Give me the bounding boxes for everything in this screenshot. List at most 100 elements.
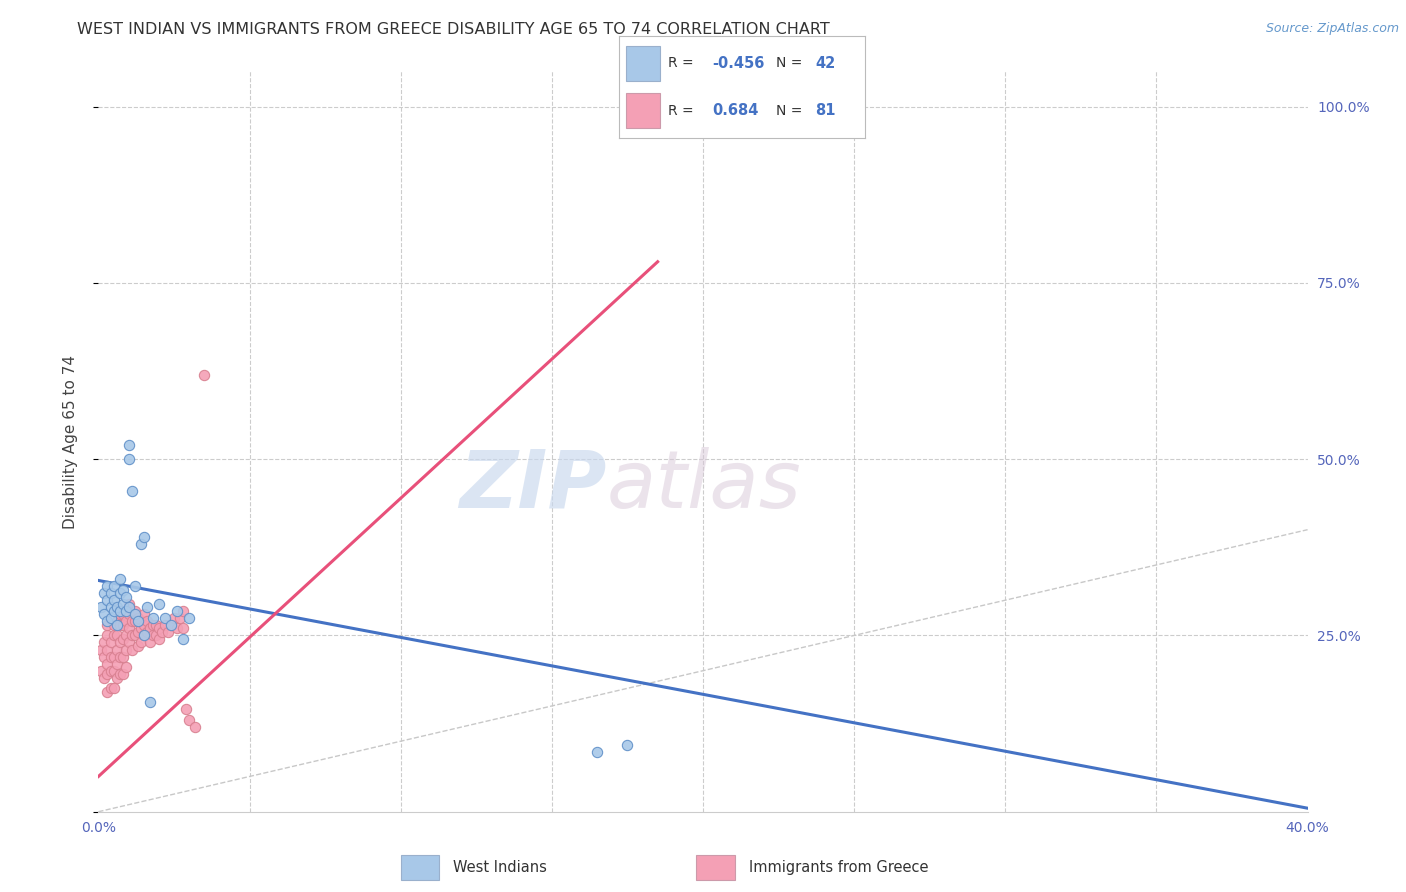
Point <box>127 615 149 629</box>
Point <box>103 593 125 607</box>
Point <box>179 611 201 625</box>
Text: atlas: atlas <box>606 447 801 525</box>
Point <box>132 628 155 642</box>
Point <box>108 667 131 681</box>
Point <box>132 618 155 632</box>
Point <box>111 582 134 597</box>
Point <box>118 621 141 635</box>
Point <box>111 607 134 622</box>
Point <box>96 657 118 671</box>
Point <box>105 618 128 632</box>
Point <box>105 642 128 657</box>
Point <box>172 632 194 646</box>
Point <box>90 664 112 678</box>
Point <box>135 615 157 629</box>
Point <box>118 600 141 615</box>
Text: ZIP: ZIP <box>458 447 606 525</box>
Point <box>100 586 122 600</box>
Point <box>108 572 131 586</box>
Point <box>114 604 136 618</box>
Point <box>153 618 176 632</box>
Point <box>100 635 122 649</box>
Point <box>139 695 162 709</box>
Bar <box>401 855 439 880</box>
Point <box>160 618 183 632</box>
Point <box>160 618 183 632</box>
Point <box>129 537 152 551</box>
Point <box>93 586 115 600</box>
Point <box>156 624 179 639</box>
Point <box>132 530 155 544</box>
Point <box>108 649 131 664</box>
Point <box>103 604 125 618</box>
Point <box>103 664 125 678</box>
Text: WEST INDIAN VS IMMIGRANTS FROM GREECE DISABILITY AGE 65 TO 74 CORRELATION CHART: WEST INDIAN VS IMMIGRANTS FROM GREECE DI… <box>77 22 830 37</box>
Point <box>96 628 118 642</box>
Point <box>103 618 125 632</box>
Point <box>96 618 118 632</box>
Point <box>114 590 136 604</box>
Point <box>135 624 157 639</box>
Point <box>111 667 134 681</box>
Point <box>616 738 638 752</box>
Bar <box>626 93 661 128</box>
Point <box>100 600 122 615</box>
Point <box>105 615 128 629</box>
Point <box>93 635 115 649</box>
Point <box>129 621 152 635</box>
Point <box>172 604 194 618</box>
Y-axis label: Disability Age 65 to 74: Disability Age 65 to 74 <box>63 354 77 529</box>
Text: 42: 42 <box>815 56 835 70</box>
Text: R =: R = <box>668 103 697 118</box>
Point <box>103 681 125 696</box>
Point <box>166 621 188 635</box>
Point <box>121 642 143 657</box>
Point <box>111 597 134 611</box>
Point <box>105 628 128 642</box>
Text: R =: R = <box>668 56 697 70</box>
Point <box>132 628 155 642</box>
Point <box>124 607 146 622</box>
Point <box>114 660 136 674</box>
Point <box>124 604 146 618</box>
Point <box>118 597 141 611</box>
Point <box>111 649 134 664</box>
Point <box>103 579 125 593</box>
Point <box>124 628 146 642</box>
Point <box>142 611 165 625</box>
Point <box>96 667 118 681</box>
Point <box>174 702 197 716</box>
Point <box>96 615 118 629</box>
Point <box>132 607 155 622</box>
Point <box>105 600 128 615</box>
Point <box>100 681 122 696</box>
Point <box>108 635 131 649</box>
Point <box>139 635 162 649</box>
Point <box>148 632 170 646</box>
Point <box>145 628 167 642</box>
Point <box>166 604 188 618</box>
Point <box>103 649 125 664</box>
Point <box>105 671 128 685</box>
Text: 81: 81 <box>815 103 837 118</box>
Point <box>96 593 118 607</box>
Point <box>193 368 215 382</box>
Point <box>105 657 128 671</box>
Point <box>129 635 152 649</box>
Point <box>103 628 125 642</box>
Text: Immigrants from Greece: Immigrants from Greece <box>748 860 928 875</box>
Point <box>93 649 115 664</box>
Point <box>184 720 207 734</box>
Point <box>169 611 191 625</box>
Point <box>90 642 112 657</box>
Point <box>96 685 118 699</box>
Point <box>135 600 157 615</box>
Point <box>124 579 146 593</box>
Point <box>121 483 143 498</box>
Point <box>127 611 149 625</box>
Point <box>139 621 162 635</box>
Point <box>124 615 146 629</box>
Point <box>100 664 122 678</box>
Text: West Indians: West Indians <box>453 860 547 875</box>
Point <box>121 615 143 629</box>
